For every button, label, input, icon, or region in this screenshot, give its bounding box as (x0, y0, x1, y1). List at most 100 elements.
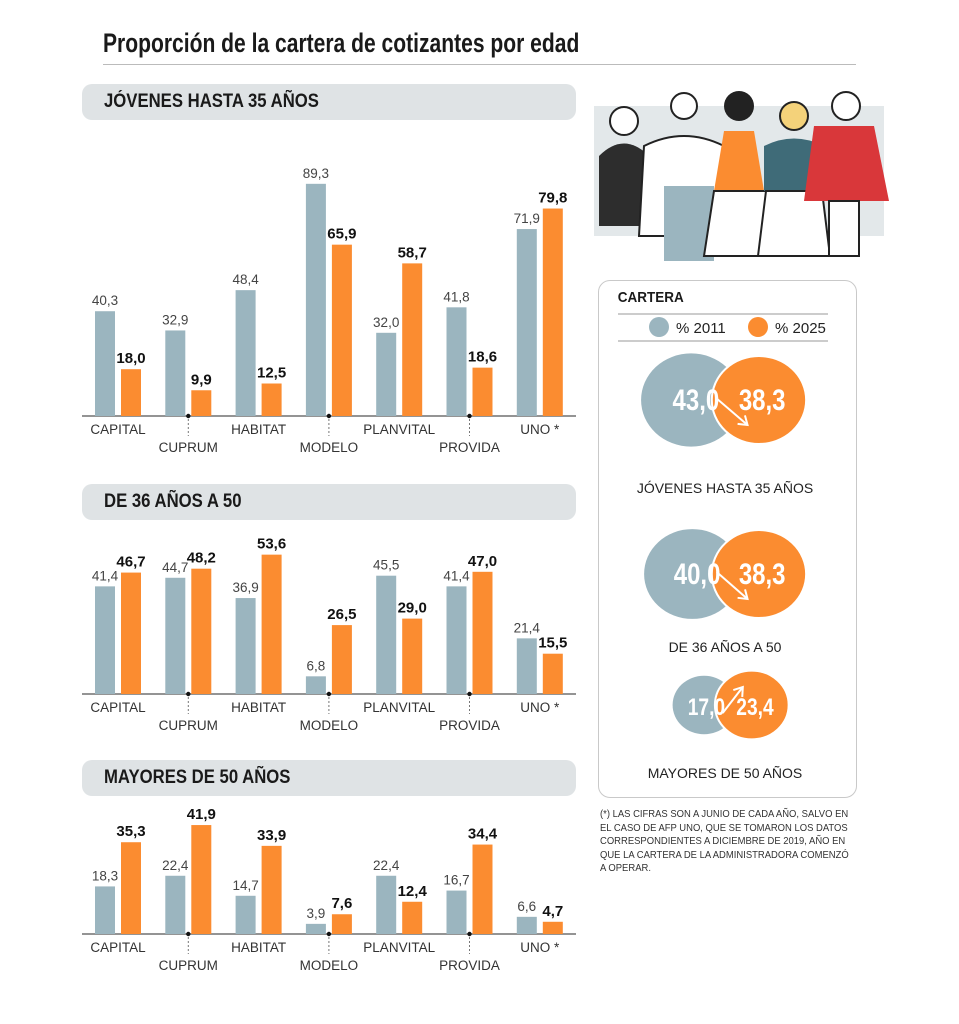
footnote: (*) LAS CIFRAS SON A JUNIO DE CADA AÑO, … (600, 808, 849, 874)
legend-swatch-2025 (748, 317, 768, 337)
cartera-group: 43,0 38,3 JÓVENES HASTA 35 AÑOS (637, 353, 813, 496)
data-label: 26,5 (327, 606, 356, 623)
bar-2025 (472, 367, 493, 416)
arrow-up-icon (721, 686, 744, 714)
data-label: 6,6 (517, 899, 536, 914)
bar-2025 (261, 845, 282, 934)
category-label: PROVIDA (439, 958, 500, 973)
value-2011: 17,0 (688, 693, 725, 721)
bar-2025 (402, 901, 423, 934)
category-label: CAPITAL (90, 422, 146, 437)
section-title: JÓVENES HASTA 35 AÑOS (104, 91, 319, 112)
value-2025: 38,3 (739, 382, 786, 416)
arrow-head-icon (733, 685, 744, 698)
value-2025: 38,3 (739, 556, 786, 590)
cartera-summary: CARTERA % 2011 % 2025 43,0 38,3 JÓVENES HA… (618, 289, 828, 781)
tick-dot (186, 931, 191, 937)
cartera-title: CARTERA (618, 289, 684, 306)
data-label: 9,9 (191, 371, 212, 388)
bar-2011 (305, 183, 326, 416)
data-label: 48,2 (187, 550, 216, 567)
bar-2011 (235, 598, 256, 694)
category-label: UNO * (520, 700, 560, 715)
bar-2025 (331, 244, 352, 416)
category-label: CUPRUM (159, 440, 218, 455)
bar-2025 (331, 914, 352, 934)
data-label: 44,7 (162, 560, 188, 575)
bar-2011 (165, 875, 186, 934)
tick-dot (467, 691, 472, 697)
data-label: 41,9 (187, 806, 216, 823)
cartera-group: 17,0 23,4 MAYORES DE 50 AÑOS (648, 669, 802, 781)
arrow-down-icon (716, 571, 749, 600)
bar-2025 (191, 390, 212, 416)
category-label: PROVIDA (439, 718, 500, 733)
category-label: UNO * (520, 940, 560, 955)
data-label: 6,8 (307, 658, 326, 673)
people-illustration (594, 91, 889, 261)
bar-2011 (376, 575, 397, 694)
legend-label-2011: % 2011 (676, 320, 726, 337)
bar-2025 (121, 842, 141, 934)
data-label: 58,7 (398, 244, 427, 261)
data-label: 29,0 (398, 600, 427, 617)
category-label: CUPRUM (159, 958, 218, 973)
value-2025: 23,4 (736, 693, 773, 721)
data-label: 32,9 (162, 312, 188, 327)
category-label: HABITAT (231, 700, 286, 715)
bar-2025 (542, 653, 563, 694)
bar-2011 (95, 586, 115, 694)
bar-2025 (121, 369, 141, 416)
legend-swatch-2011 (649, 317, 669, 337)
data-label: 47,0 (468, 553, 497, 570)
person-elder-woman (756, 101, 832, 257)
tick-dot (186, 691, 191, 697)
data-label: 3,9 (307, 906, 326, 921)
data-label: 45,5 (373, 558, 399, 573)
bar-2011 (376, 332, 397, 416)
category-label: CAPITAL (90, 700, 146, 715)
data-label: 40,3 (92, 293, 118, 308)
category-label: MODELO (300, 440, 359, 455)
bar-2011 (446, 890, 467, 934)
bar-2011 (305, 676, 326, 694)
section-title: MAYORES DE 50 AÑOS (104, 767, 291, 788)
arrow-head-icon (737, 589, 749, 601)
data-label: 14,7 (232, 878, 258, 893)
data-label: 32,0 (373, 315, 399, 330)
value-2011: 43,0 (673, 382, 720, 416)
section-title: DE 36 AÑOS A 50 (104, 491, 242, 512)
bar-2025 (191, 568, 212, 694)
category-label: HABITAT (231, 940, 286, 955)
data-label: 41,8 (443, 289, 469, 304)
data-label: 65,9 (327, 226, 356, 243)
data-label: 21,4 (514, 620, 541, 635)
circle-2011 (641, 353, 742, 447)
person-left (599, 106, 649, 226)
data-label: 79,8 (538, 190, 567, 207)
value-2011: 40,0 (674, 556, 721, 590)
bar-2025 (261, 383, 282, 416)
category-label: PROVIDA (439, 440, 500, 455)
bar-2011 (95, 886, 115, 934)
bar-2025 (402, 618, 423, 694)
category-label: MODELO (300, 718, 359, 733)
section-header-jovenes: JÓVENES HASTA 35 AÑOS (82, 84, 576, 120)
bar-2011 (165, 577, 186, 694)
arrow-head-icon (737, 415, 749, 427)
data-label: 34,4 (468, 826, 498, 843)
bar-2011 (305, 923, 326, 934)
bar-2025 (402, 263, 423, 416)
data-label: 48,4 (232, 272, 259, 287)
category-label: PLANVITAL (363, 940, 435, 955)
bar-2011 (165, 330, 186, 416)
tick-dot (467, 413, 472, 419)
bar-2011 (516, 916, 537, 934)
cartera-group: 40,0 38,3 DE 36 AÑOS A 50 (644, 529, 808, 655)
data-label: 53,6 (257, 536, 286, 553)
bar-2025 (542, 208, 563, 416)
bar-chart-2: 18,3 35,3 CAPITAL 22,4 41,9 CUPRUM 14,7 33,9 HAB… (82, 806, 576, 973)
category-label: UNO * (520, 422, 560, 437)
